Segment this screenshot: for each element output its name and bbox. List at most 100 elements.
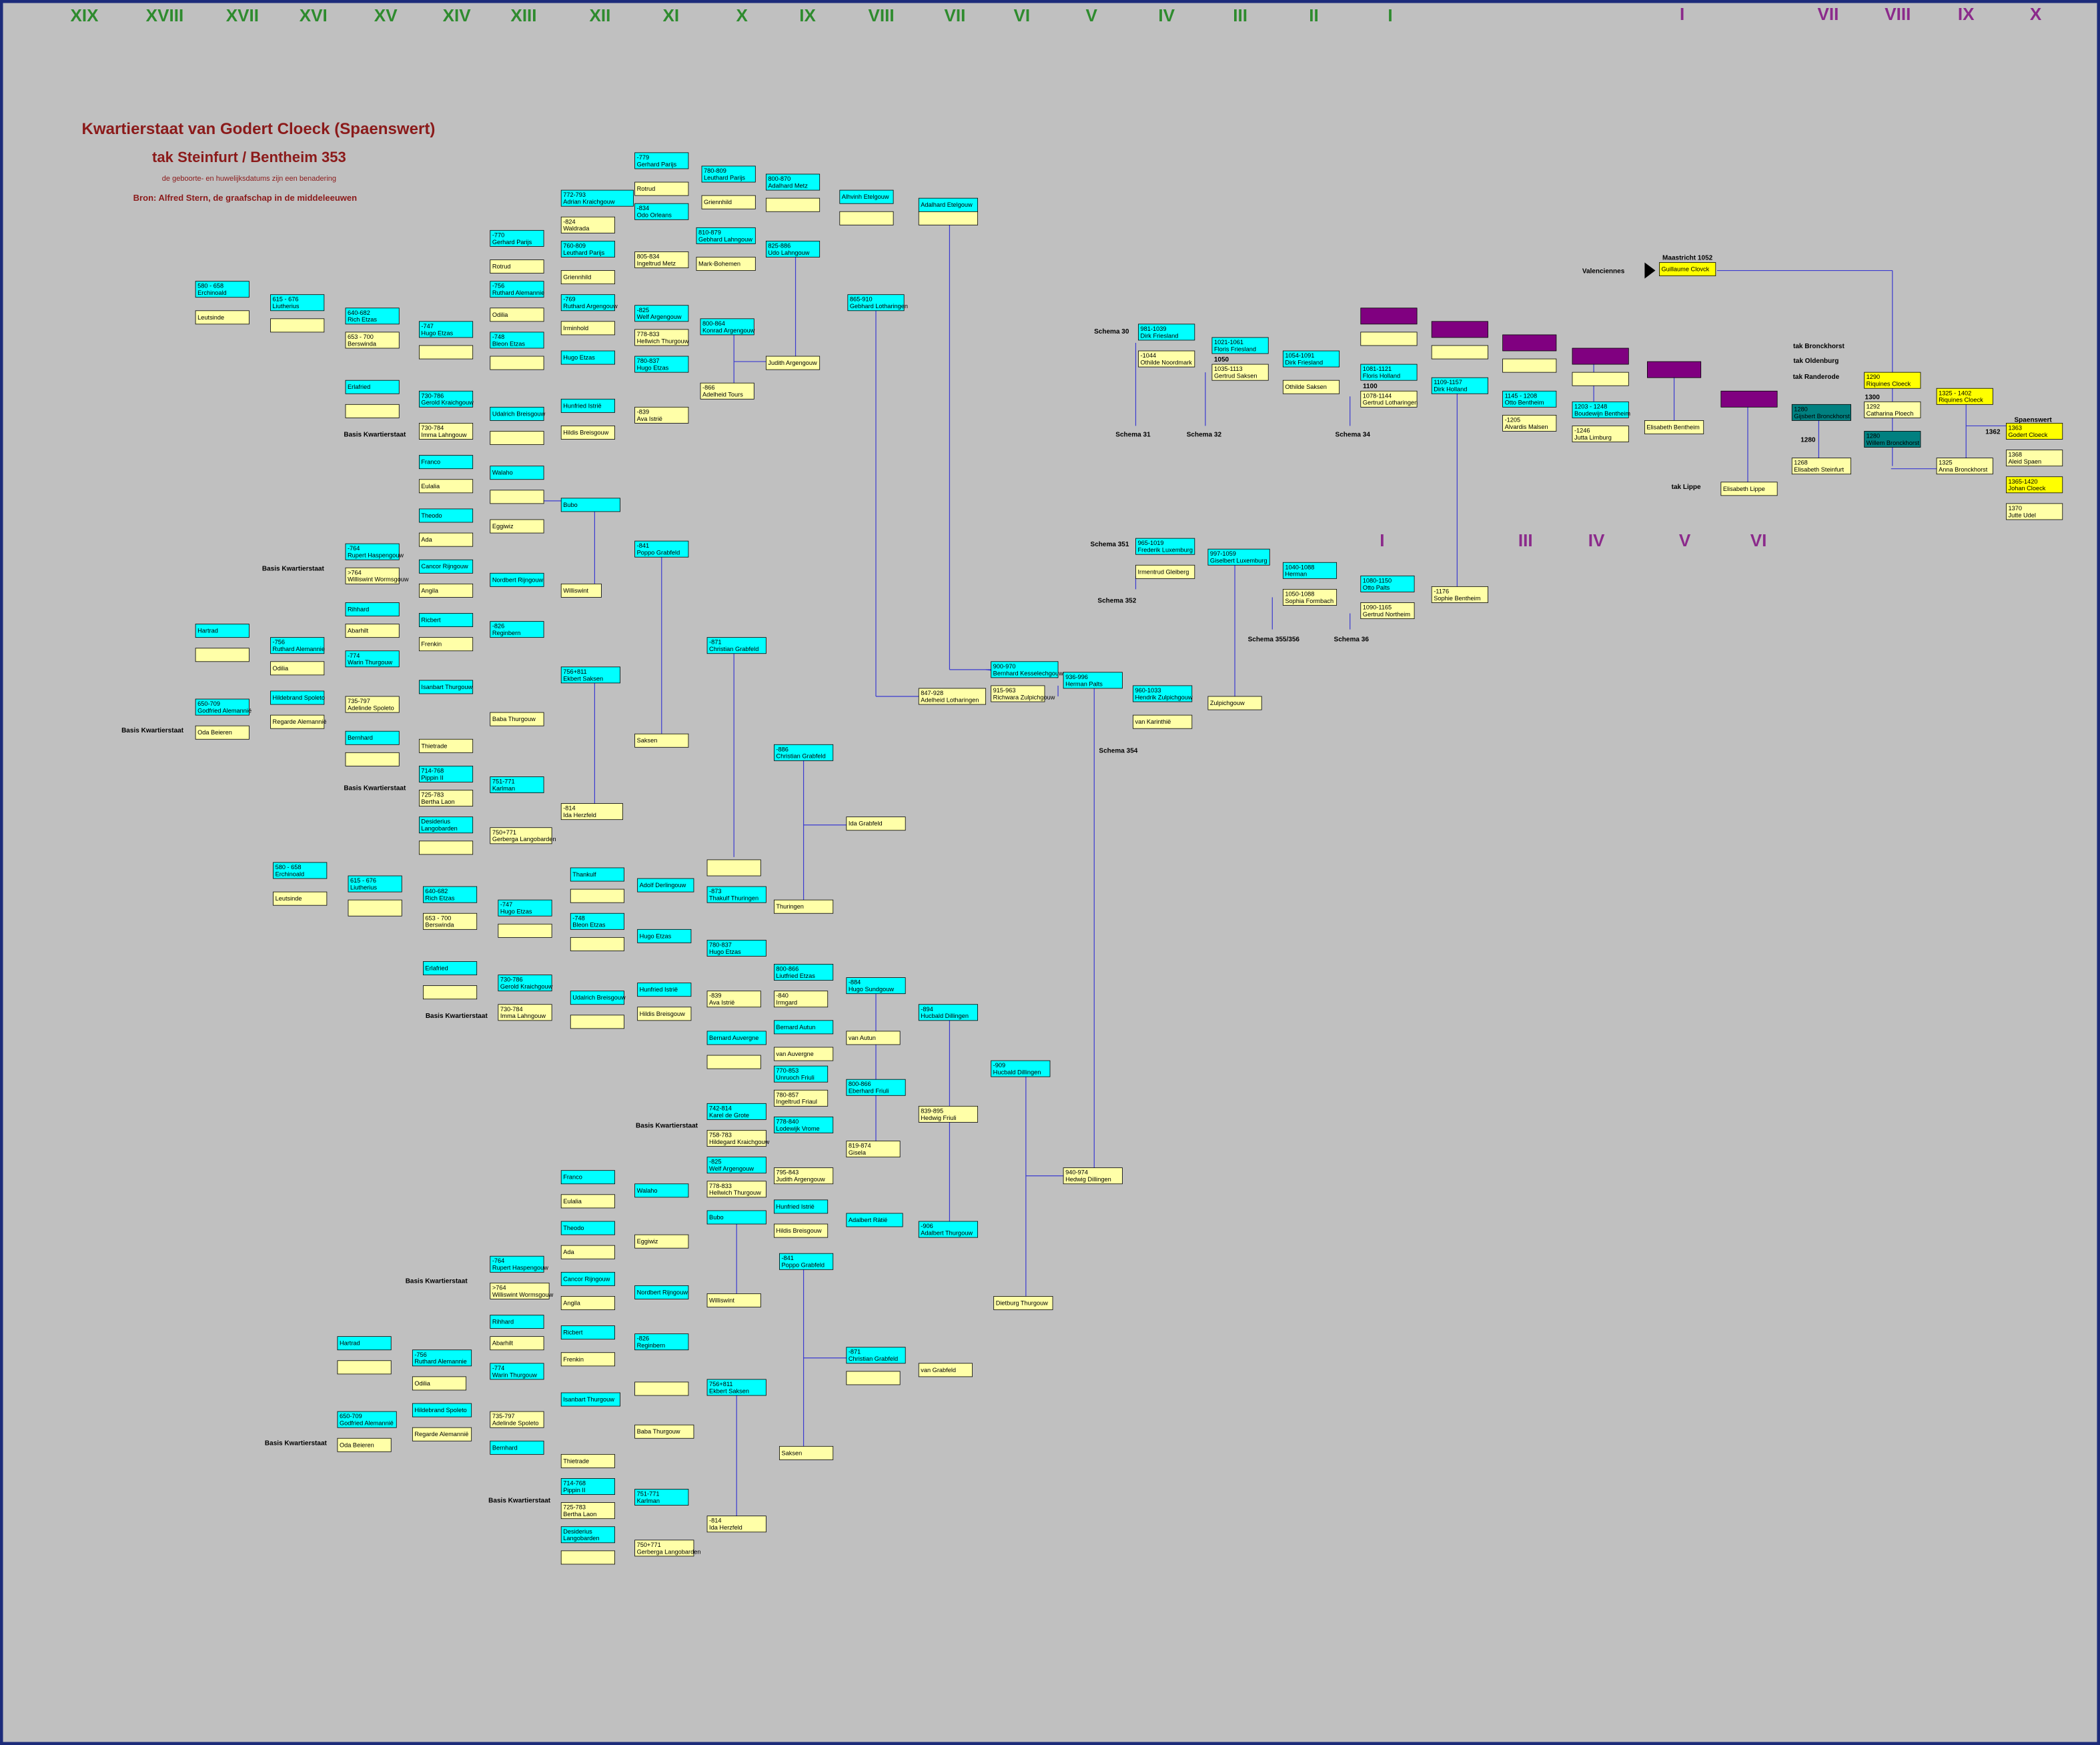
generation-label: XII [589,5,610,25]
person-rect [634,540,689,558]
person-text: 751-771 [637,1491,660,1498]
person-rect [774,1089,829,1107]
empty-box [1720,390,1778,408]
person-rect [637,983,692,997]
annotation: Schema 355/356 [1248,636,1300,644]
person-text: Floris Friesland [1214,346,1256,352]
generation-label: III [1518,530,1533,550]
person-box: Hildis Breisgouw [637,1007,692,1021]
person-text: Catharina Ploech [1867,410,1914,417]
person-rect [634,1234,689,1249]
person-box: Isanbart Thurgouw [418,680,474,694]
person-box: Saksen [779,1445,834,1460]
person-text: Gerberga Langobarden [492,836,556,842]
empty-box [706,1055,761,1069]
person-text: 805-834 [637,253,660,259]
person-text: 778-833 [709,1183,732,1189]
person-rect [634,329,689,346]
person-rect [634,1285,689,1299]
person-text: Ekbert Saksen [563,675,603,682]
person-text: Erchinoald [197,289,227,296]
person-rect [634,1540,694,1557]
person-rect [337,1437,392,1452]
person-text: Gijsbert Bronckhorst [1794,413,1850,420]
person-rect [412,1427,472,1441]
person-text: Berswinda [425,922,454,929]
person-text: Welf Argengouw [637,314,682,320]
person-text: Saksen [637,737,658,744]
person-text: 615 - 676 [350,877,376,884]
person-rect [195,310,249,325]
generation-label: X [736,5,748,25]
person-rect [412,1376,467,1391]
person-rect [490,332,544,349]
person-text: Hellwich Thurgouw [637,338,689,344]
person-text: Rupert Haspengouw [348,552,404,559]
person-text: 940-974 [1065,1169,1088,1176]
person-rect [634,152,689,169]
person-text: Johan Cloeck [2008,485,2045,492]
person-text: 1325 [1939,460,1953,466]
person-text: 900-970 [993,663,1016,670]
person-text: Alhvinh Etelgouw [842,193,889,200]
person-text: -756 [414,1351,426,1358]
person-rect [846,977,906,995]
person-box: Hildis Breisgouw [774,1223,829,1238]
person-box: Theodo [560,1221,615,1235]
person-text: Eulalia [563,1198,582,1205]
person-text: 640-682 [348,310,370,316]
person-text: Regarde Alemannië [273,718,327,725]
person-rect [765,240,821,257]
person-text: Abarhilt [492,1340,514,1347]
person-text: 750+771 [637,1542,661,1548]
person-text: 915-963 [993,687,1016,694]
person-text: Poppo Grabfeld [637,550,680,556]
person-text: -873 [709,888,721,895]
person-rect [1282,380,1340,394]
person-rect [560,350,615,365]
person-text: 1370 [2008,505,2022,512]
person-rect [847,294,905,312]
annotation: Spaenswert [2015,416,2053,424]
person-rect [918,1221,978,1238]
generation-label: I [1388,5,1392,25]
person-text: Erchinoald [276,870,305,877]
person-text: van Auvergne [776,1051,813,1057]
person-text: Dirk Friesland [1285,359,1323,366]
person-text: Oda Beieren [340,1441,374,1448]
annotation: Basis Kwartierstaat [488,1498,551,1505]
person-text: Rihhard [492,1319,514,1325]
person-text: 735-797 [492,1413,515,1419]
empty-box [490,356,544,370]
person-text: -756 [492,283,504,289]
person-box: Walaho [634,1183,689,1198]
empty-box [1502,358,1557,373]
person-text: Gerold Kraichgouw [421,400,474,406]
person-text: Sophie Bentheim [1434,595,1481,602]
person-text: Nordbert Rijngouw [637,1289,688,1295]
person-text: Elisabeth Lippe [1723,486,1765,492]
person-text: 1368 [2008,452,2022,458]
person-rect [1211,364,1269,381]
person-rect [1138,350,1195,368]
person-text: 735-797 [348,698,370,704]
person-rect [345,696,400,713]
person-text: Rich Etzas [425,895,454,902]
person-text: Rihhard [348,606,369,613]
person-rect [418,637,474,652]
person-text: Rupert Haspengouw [492,1265,548,1271]
person-text: 730-786 [500,977,523,983]
